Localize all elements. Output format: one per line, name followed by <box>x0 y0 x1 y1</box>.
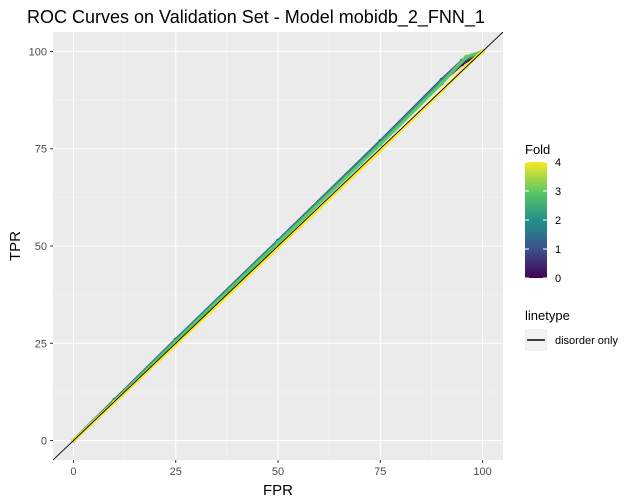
roc-point-fold-3 <box>275 240 281 246</box>
x-tick-label: 0 <box>70 466 76 478</box>
linetype-legend-title: linetype <box>525 308 570 323</box>
linetype-legend-label: disorder only <box>555 335 618 347</box>
colorbar-tick-label: 2 <box>555 215 561 227</box>
y-tick-label: 25 <box>35 338 47 350</box>
roc-point-fold-3 <box>378 142 383 147</box>
colorbar-tick-label: 4 <box>555 157 561 169</box>
roc-point-fold-3 <box>464 54 469 60</box>
y-axis-title: TPR <box>7 231 24 261</box>
y-axis-ticks: 0 25 50 75 100 <box>29 46 53 448</box>
linetype-legend: linetype disorder only <box>525 308 618 351</box>
y-tick-label: 100 <box>29 46 47 58</box>
roc-point-fold-4 <box>464 63 469 69</box>
chart-title: ROC Curves on Validation Set - Model mob… <box>27 7 485 28</box>
x-axis-title: FPR <box>263 482 293 499</box>
roc-point-fold-4 <box>173 342 178 347</box>
fold-colorbar-ticks: 0 1 2 3 4 <box>525 157 561 285</box>
x-tick-label: 50 <box>272 466 284 478</box>
roc-point-fold-4 <box>112 400 117 405</box>
y-tick-label: 75 <box>35 144 47 156</box>
colorbar-tick-label: 3 <box>555 186 561 198</box>
x-tick-label: 100 <box>473 466 491 478</box>
colorbar-tick-label: 0 <box>555 273 561 285</box>
x-tick-label: 75 <box>374 466 386 478</box>
y-tick-label: 50 <box>35 241 47 253</box>
fold-legend-title: Fold <box>525 142 550 157</box>
roc-point-fold-3 <box>439 81 444 86</box>
reference-diagonal-line <box>53 32 503 460</box>
x-axis-ticks: 0 25 50 75 100 <box>70 460 492 478</box>
roc-point-fold-4 <box>439 88 444 94</box>
x-tick-label: 25 <box>170 466 182 478</box>
fold-legend: Fold 0 1 2 3 4 <box>525 142 561 285</box>
fold-colorbar <box>525 162 547 278</box>
colorbar-tick-label: 1 <box>555 244 561 256</box>
y-tick-label: 0 <box>41 436 47 448</box>
